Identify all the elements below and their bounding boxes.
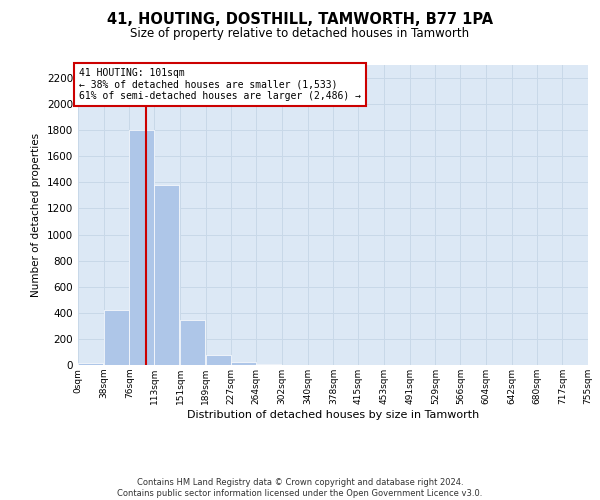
Bar (256, 364, 281, 365)
Bar (104, 310, 128, 365)
Y-axis label: Number of detached properties: Number of detached properties (31, 133, 41, 297)
Text: 41, HOUTING, DOSTHILL, TAMWORTH, B77 1PA: 41, HOUTING, DOSTHILL, TAMWORTH, B77 1PA (107, 12, 493, 28)
Bar (154, 185, 179, 365)
Text: 41 HOUTING: 101sqm
← 38% of detached houses are smaller (1,533)
61% of semi-deta: 41 HOUTING: 101sqm ← 38% of detached hou… (79, 68, 361, 101)
Bar (130, 130, 154, 365)
Bar (180, 320, 205, 365)
Text: Contains HM Land Registry data © Crown copyright and database right 2024.
Contai: Contains HM Land Registry data © Crown c… (118, 478, 482, 498)
Text: Size of property relative to detached houses in Tamworth: Size of property relative to detached ho… (130, 28, 470, 40)
Bar (206, 355, 230, 365)
Bar (78, 363, 103, 365)
Bar (232, 362, 256, 365)
X-axis label: Distribution of detached houses by size in Tamworth: Distribution of detached houses by size … (187, 410, 479, 420)
